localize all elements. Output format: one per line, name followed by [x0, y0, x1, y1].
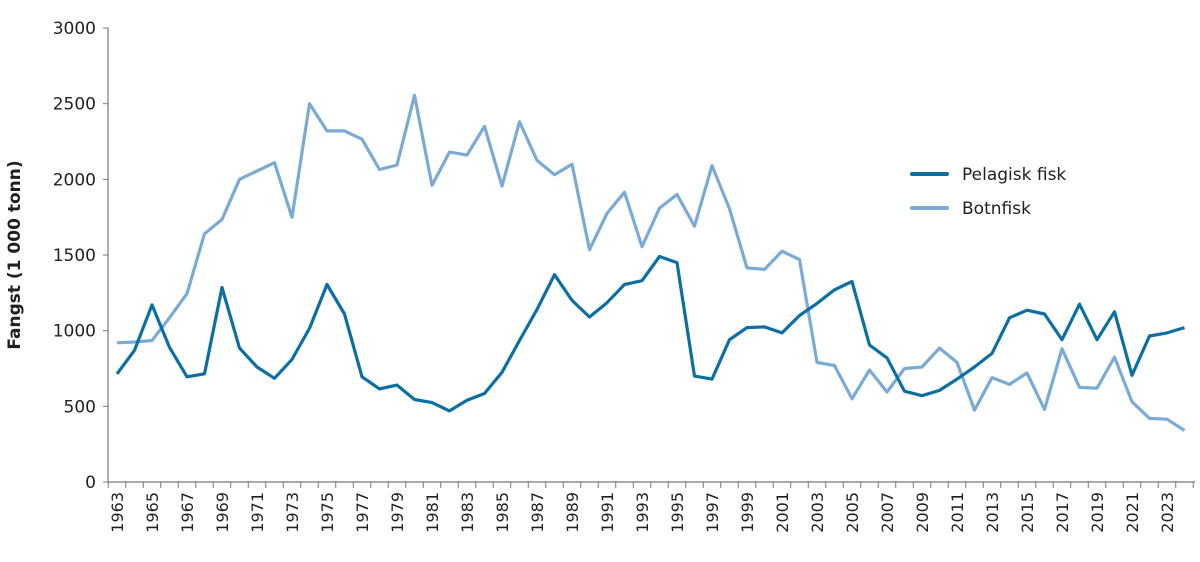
x-tick-label: 1973	[283, 492, 302, 533]
x-tick-label: 2005	[843, 492, 862, 533]
x-tick-label: 1983	[458, 492, 477, 533]
x-tick-label: 2009	[913, 492, 932, 533]
legend: Pelagisk fisk Botnfisk	[910, 165, 1066, 219]
x-tick-label: 1987	[528, 492, 547, 533]
legend-label-pelagisk-fisk: Pelagisk fisk	[962, 165, 1066, 185]
x-tick-label: 2017	[1053, 492, 1072, 533]
x-tick-label: 2007	[878, 492, 897, 533]
x-tick-label: 2003	[808, 492, 827, 533]
x-tick-label: 1997	[703, 492, 722, 533]
y-tick-label: 0	[85, 473, 96, 493]
x-tick-label: 1993	[633, 492, 652, 533]
x-tick-label: 2015	[1018, 492, 1037, 533]
y-axis: 0 500 1000 1500 2000 2500 3000	[53, 19, 109, 493]
x-tick-label: 1991	[598, 492, 617, 533]
x-tick-label: 1981	[423, 492, 442, 533]
x-tick-label: 1989	[563, 492, 582, 533]
x-tick-label: 1999	[738, 492, 757, 533]
y-tick-label: 500	[64, 397, 96, 417]
x-tick-label: 1995	[668, 492, 687, 533]
x-tick-label: 1975	[318, 492, 337, 533]
x-tick-label: 1969	[213, 492, 232, 533]
x-tick-label: 2011	[948, 492, 967, 533]
y-tick-label: 2500	[53, 95, 96, 115]
series-line-botnfisk	[116, 93, 1186, 432]
x-tick-label: 2013	[983, 492, 1002, 533]
x-tick-label: 1963	[108, 492, 127, 533]
y-axis-label: Fangst (1 000 tonn)	[5, 160, 25, 349]
x-tick-label: 1977	[353, 492, 372, 533]
y-tick-label: 2000	[53, 170, 96, 190]
x-tick-label: 1967	[178, 492, 197, 533]
x-tick-label: 1965	[143, 492, 162, 533]
legend-label-botnfisk: Botnfisk	[962, 199, 1031, 219]
x-tick-label: 2019	[1088, 492, 1107, 533]
series-line-pelagisk-fisk	[115, 254, 1185, 413]
x-tick-label: 2023	[1158, 492, 1177, 533]
x-axis: 1963 1965 1967 1969 1971 1973 1975 1977 1979 1981…	[107, 481, 1195, 533]
y-tick-label: 3000	[53, 19, 96, 39]
x-tick-label: 2021	[1123, 492, 1142, 533]
y-tick-label: 1000	[53, 322, 96, 342]
x-tick-label: 1985	[493, 492, 512, 533]
x-tick-label: 1979	[388, 492, 407, 533]
x-tick-label: 2001	[773, 492, 792, 533]
y-tick-label: 1500	[53, 246, 96, 266]
x-tick-label: 1971	[248, 492, 267, 533]
series-lines	[115, 93, 1186, 432]
